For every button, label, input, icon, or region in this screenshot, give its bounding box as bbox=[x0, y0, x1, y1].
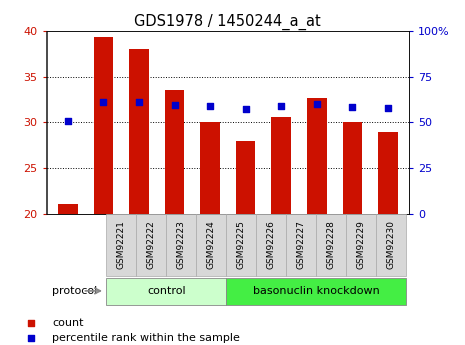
FancyBboxPatch shape bbox=[196, 214, 226, 276]
Text: GSM92222: GSM92222 bbox=[147, 220, 156, 269]
Point bbox=[100, 100, 107, 105]
FancyBboxPatch shape bbox=[106, 277, 226, 306]
Text: control: control bbox=[147, 286, 186, 296]
Text: protocol: protocol bbox=[53, 286, 98, 296]
Bar bbox=[272, 117, 291, 214]
Text: GSM92230: GSM92230 bbox=[387, 220, 396, 269]
FancyBboxPatch shape bbox=[106, 214, 136, 276]
Point bbox=[384, 105, 392, 111]
Bar bbox=[236, 141, 255, 214]
Text: GSM92228: GSM92228 bbox=[327, 220, 336, 269]
Point bbox=[135, 100, 143, 105]
Title: GDS1978 / 1450244_a_at: GDS1978 / 1450244_a_at bbox=[134, 13, 321, 30]
Point bbox=[299, 121, 306, 127]
FancyBboxPatch shape bbox=[226, 214, 256, 276]
Point bbox=[313, 101, 320, 107]
Bar bbox=[307, 98, 326, 214]
Text: basonuclin knockdown: basonuclin knockdown bbox=[253, 286, 379, 296]
Text: GSM92225: GSM92225 bbox=[237, 220, 246, 269]
Point bbox=[206, 103, 214, 109]
Point bbox=[171, 102, 178, 108]
Point bbox=[64, 118, 72, 124]
Bar bbox=[343, 121, 362, 214]
Text: GSM92229: GSM92229 bbox=[357, 220, 366, 269]
FancyBboxPatch shape bbox=[376, 214, 406, 276]
Bar bbox=[165, 90, 184, 214]
Point bbox=[278, 103, 285, 109]
Text: percentile rank within the sample: percentile rank within the sample bbox=[52, 333, 240, 343]
Text: GSM92224: GSM92224 bbox=[207, 220, 216, 269]
Bar bbox=[200, 122, 220, 214]
Text: GSM92221: GSM92221 bbox=[117, 220, 126, 269]
Point bbox=[299, 262, 306, 268]
FancyBboxPatch shape bbox=[316, 214, 346, 276]
Text: count: count bbox=[52, 318, 83, 327]
FancyBboxPatch shape bbox=[136, 214, 166, 276]
FancyBboxPatch shape bbox=[346, 214, 376, 276]
FancyBboxPatch shape bbox=[286, 214, 316, 276]
FancyBboxPatch shape bbox=[256, 214, 286, 276]
FancyBboxPatch shape bbox=[226, 277, 406, 306]
Text: GSM92223: GSM92223 bbox=[177, 220, 186, 269]
FancyBboxPatch shape bbox=[166, 214, 196, 276]
Bar bbox=[129, 49, 149, 214]
Point bbox=[349, 104, 356, 110]
Bar bbox=[93, 38, 113, 214]
Point bbox=[242, 106, 249, 111]
Bar bbox=[58, 204, 78, 214]
Bar bbox=[378, 132, 398, 214]
Text: GSM92227: GSM92227 bbox=[297, 220, 306, 269]
Text: GSM92226: GSM92226 bbox=[267, 220, 276, 269]
